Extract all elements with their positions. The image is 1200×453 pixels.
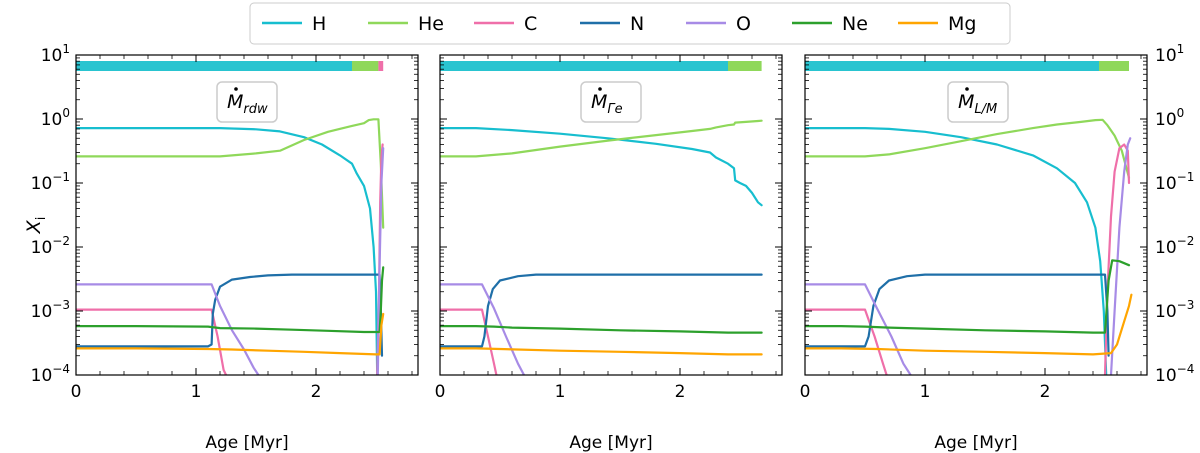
x-axis-label: Age [Myr] — [205, 433, 288, 453]
phase-bar-segment — [1099, 61, 1129, 71]
panel-1: 0 1 2 Age [Myr] 101 100 10−1 10−2 10−3 10−4 Mrdw — [31, 42, 419, 453]
panel-label-box — [580, 81, 642, 123]
legend-label-h: H — [312, 13, 326, 35]
x-tick-label: 1 — [555, 382, 566, 402]
x-tick-label: 2 — [1040, 382, 1051, 402]
legend-frame — [249, 2, 1011, 45]
series-line-ne — [76, 266, 385, 334]
panel-label-text: MΓe — [591, 91, 623, 117]
series-line-mg — [440, 347, 763, 356]
y-tick-label: 10−2 — [1155, 234, 1194, 258]
x-tick-label: 0 — [435, 382, 446, 402]
y-tick-label: 101 — [1155, 42, 1184, 66]
series-line-n — [76, 273, 384, 357]
panel-label-box — [216, 81, 278, 123]
phase-bar-segment — [76, 61, 352, 71]
plot-frame — [804, 54, 1148, 376]
series-line-c — [805, 308, 888, 375]
series-line-he — [76, 118, 385, 229]
panel-3-series — [805, 118, 1133, 375]
x-tick-label: 2 — [675, 382, 686, 402]
x-tick-label: 0 — [71, 382, 82, 402]
panel-label: MΓe — [580, 81, 642, 123]
y-tick-label: 10−1 — [31, 170, 70, 194]
panel-label: ML/M — [947, 81, 1009, 123]
series-line-c — [440, 308, 498, 375]
panel-2: 0 1 2 Age [Myr] MΓe — [435, 54, 783, 453]
series-line-h — [805, 127, 1108, 375]
plot-frame — [75, 54, 419, 376]
series-line-o — [376, 147, 385, 375]
overdot — [234, 87, 238, 91]
panel-2-series — [440, 119, 763, 375]
panel-1-series — [76, 118, 385, 375]
panel-label-text: Mrdw — [227, 91, 268, 117]
y-tick-label: 10−3 — [31, 298, 70, 322]
legend-label-he: He — [418, 13, 444, 35]
series-line-mg — [805, 293, 1133, 356]
series-line-o — [1109, 137, 1132, 375]
panel-label: Mrdw — [216, 81, 278, 123]
x-tick-label: 0 — [800, 382, 811, 402]
phase-bar-segment — [352, 61, 379, 71]
series-line-h — [440, 127, 763, 207]
series-line-o — [805, 283, 912, 375]
phase-bar-segment — [378, 61, 384, 71]
series-line-c — [76, 308, 228, 375]
series-line-o — [76, 283, 260, 375]
series-line-ne — [440, 325, 763, 334]
plot-frame — [439, 54, 783, 376]
y-axis-label: Xi — [23, 217, 49, 235]
y-tick-label: 10−1 — [1155, 170, 1194, 194]
series-line-mg — [76, 312, 385, 356]
y-tick-label: 100 — [41, 106, 70, 130]
y-tick-label: 10−2 — [31, 234, 70, 258]
y-tick-label: 100 — [1155, 106, 1184, 130]
axis-labels: Xi — [23, 217, 49, 235]
legend-label-o: O — [736, 13, 751, 35]
legend-label-n: N — [630, 13, 644, 35]
overdot — [965, 87, 969, 91]
panel-label-text: ML/M — [958, 91, 997, 117]
legend-label-mg: Mg — [948, 13, 976, 35]
x-tick-label: 1 — [920, 382, 931, 402]
overdot — [598, 87, 602, 91]
phase-bar-segment — [805, 61, 1099, 71]
series-line-o — [440, 283, 526, 375]
phase-bar-segment — [728, 61, 762, 71]
legend-label-c: C — [524, 13, 537, 35]
y-tick-label: 10−4 — [31, 362, 70, 386]
legend-label-ne: Ne — [842, 13, 868, 35]
x-tick-label: 1 — [191, 382, 202, 402]
y-tick-label: 10−3 — [1155, 298, 1194, 322]
chart-legend: H He C N O Ne Mg — [249, 2, 1011, 45]
series-line-n — [805, 273, 1110, 357]
series-line-he — [440, 119, 763, 158]
series-line-h — [76, 127, 379, 375]
phase-bar-segment — [440, 61, 728, 71]
panel-label-box — [947, 81, 1009, 123]
series-line-n — [440, 273, 763, 348]
x-axis-label: Age [Myr] — [934, 433, 1017, 453]
y-tick-label: 10−4 — [1155, 362, 1194, 386]
x-tick-label: 2 — [311, 382, 322, 402]
series-line-ne — [805, 259, 1131, 334]
x-axis-label: Age [Myr] — [569, 433, 652, 453]
y-tick-label: 101 — [41, 42, 70, 66]
panel-3: 0 1 2 Age [Myr] 101 100 10−1 10−2 10−3 10−4 ML/M — [800, 42, 1195, 453]
series-line-he — [805, 118, 1131, 179]
